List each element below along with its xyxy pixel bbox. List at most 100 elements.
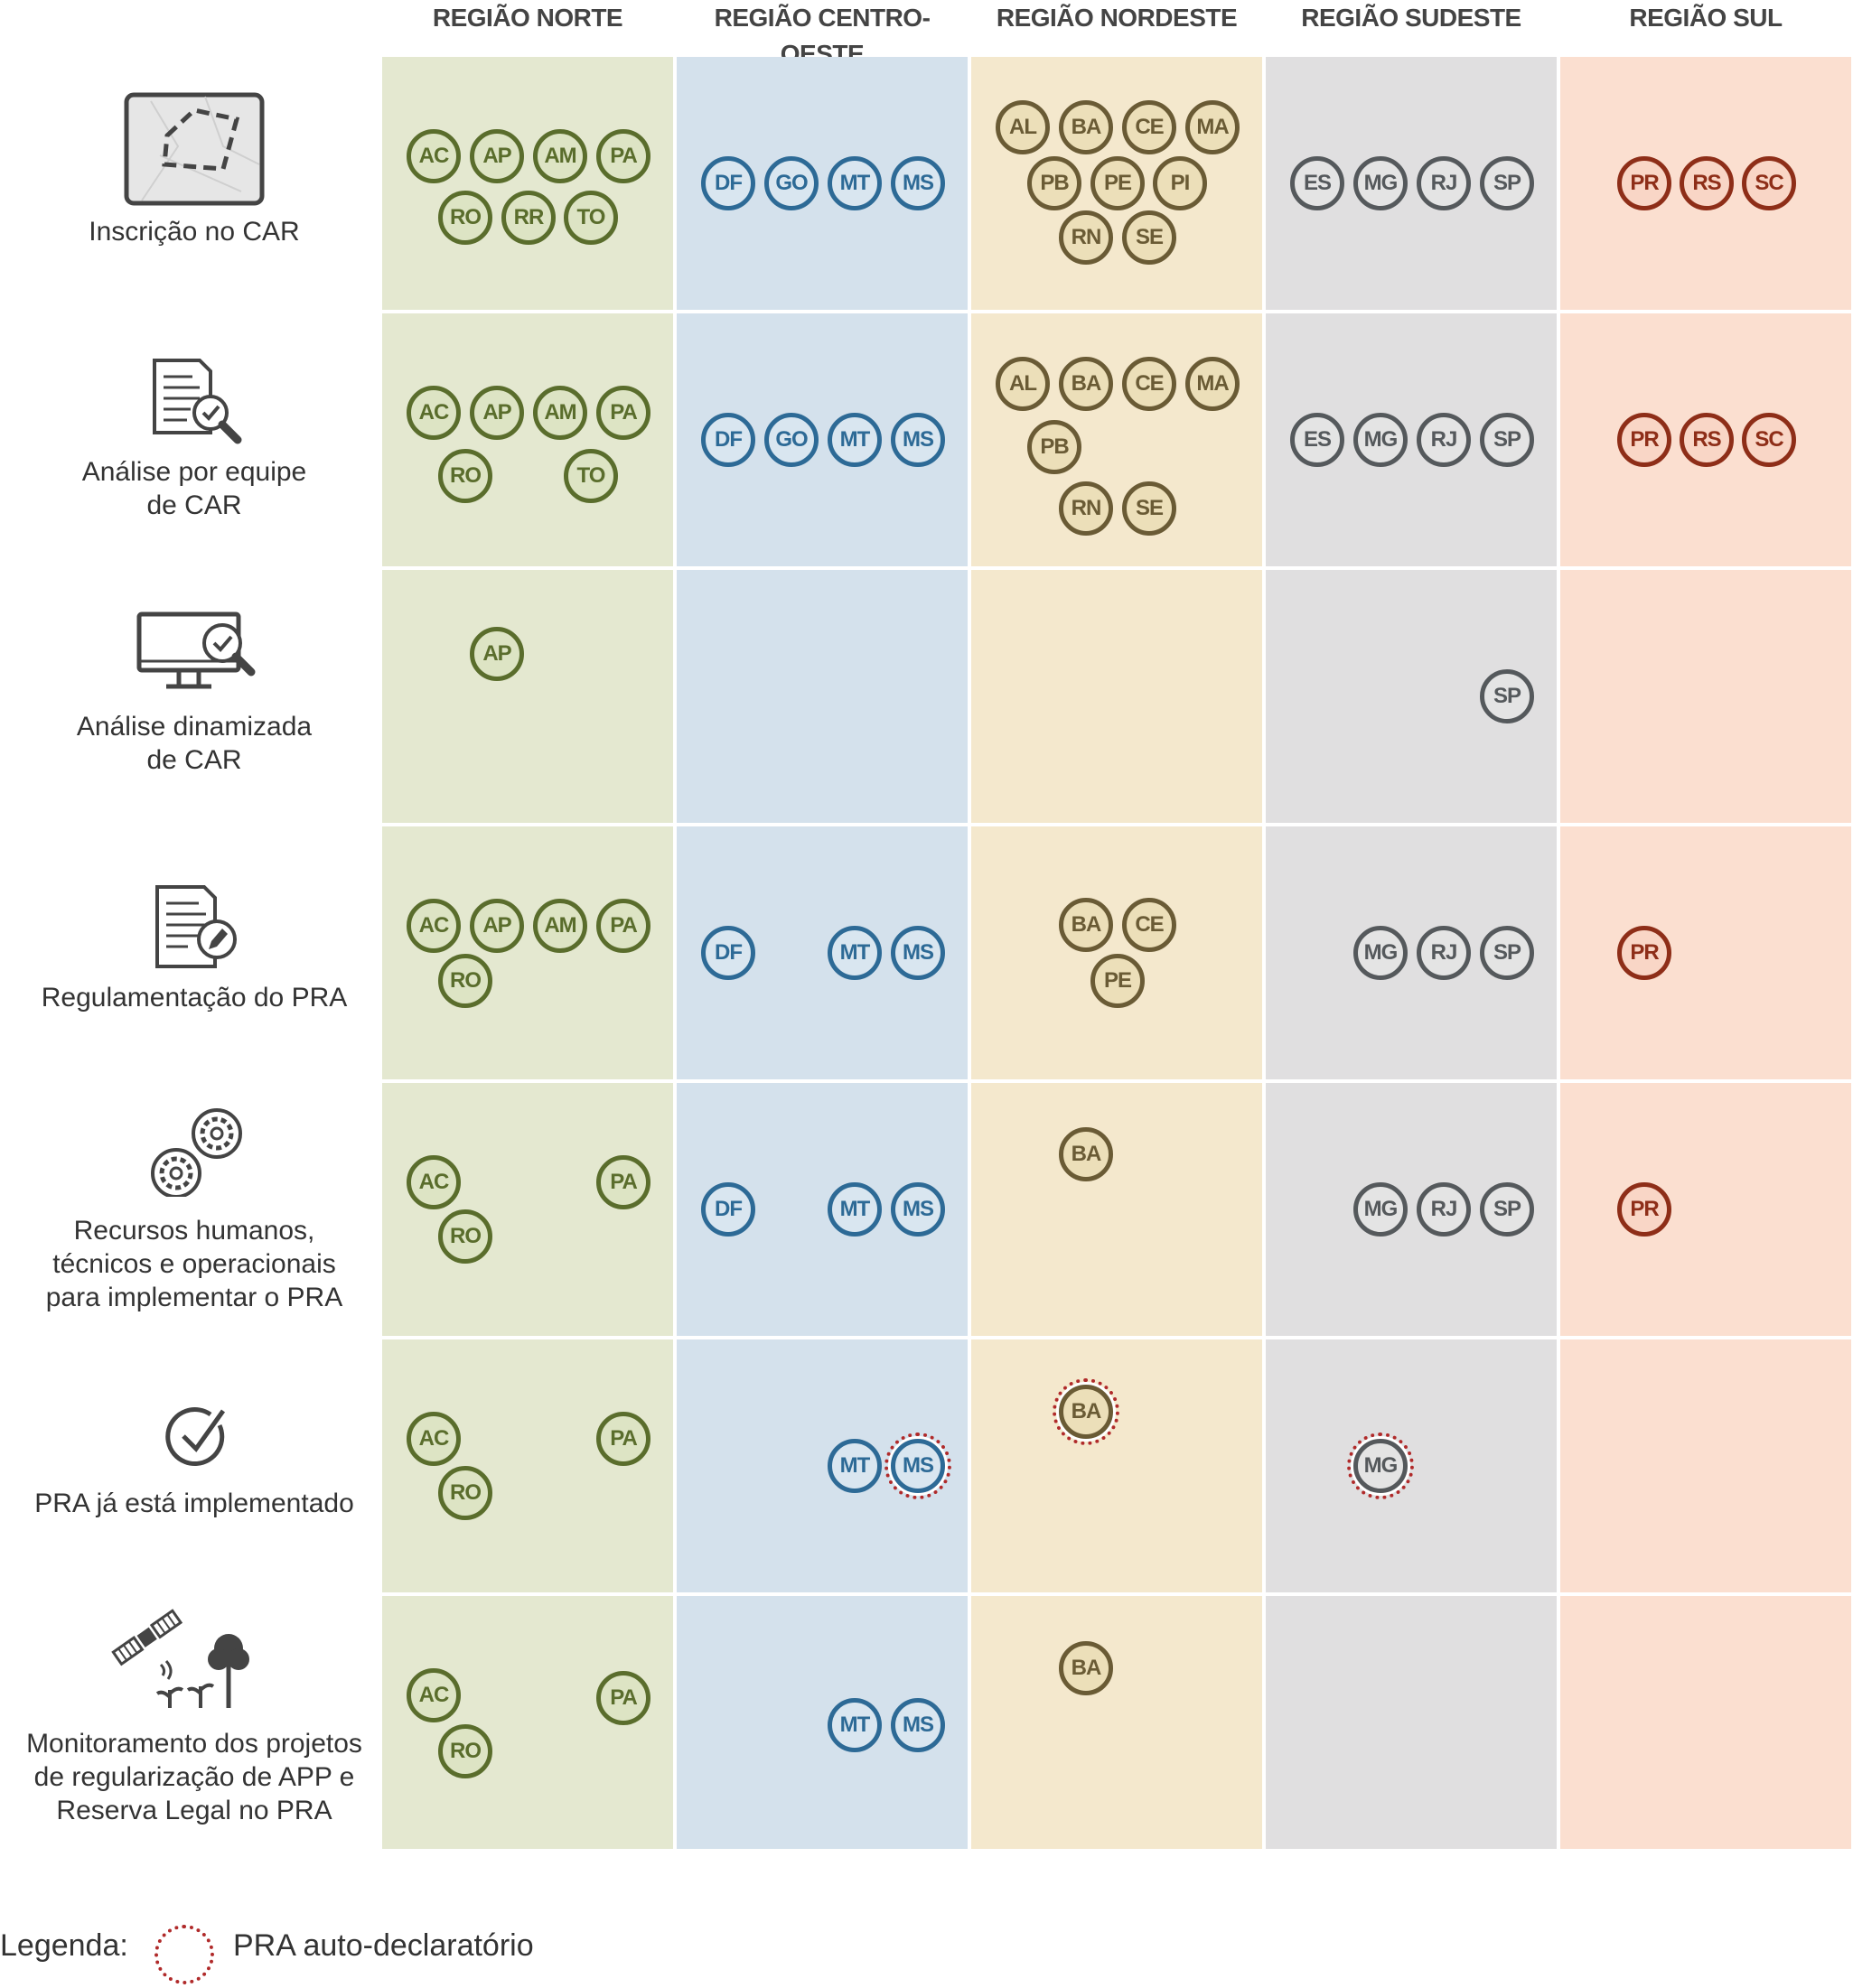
cell-sudeste bbox=[1266, 1339, 1557, 1592]
state-badge-rj: RJ bbox=[1417, 1182, 1471, 1237]
state-badge-mg: MG bbox=[1353, 1182, 1408, 1237]
state-badge-mt: MT bbox=[828, 926, 882, 980]
map-area-icon bbox=[124, 92, 265, 206]
state-badge-ro: RO bbox=[438, 191, 492, 245]
state-badge-ms: MS bbox=[891, 156, 945, 210]
document-magnifier-icon bbox=[153, 359, 242, 444]
state-badge-pb: PB bbox=[1027, 156, 1081, 210]
state-badge-ac: AC bbox=[407, 1155, 461, 1209]
state-badge-to: TO bbox=[564, 449, 618, 503]
document-pen-icon bbox=[155, 885, 237, 968]
row-label: Análise dinamizada de CAR bbox=[76, 712, 313, 775]
state-badge-se: SE bbox=[1122, 210, 1176, 265]
state-badge-ce: CE bbox=[1122, 898, 1176, 952]
state-badge-am: AM bbox=[533, 386, 587, 440]
state-badge-es: ES bbox=[1290, 156, 1344, 210]
state-badge-ro: RO bbox=[438, 1724, 492, 1778]
state-badge-rj: RJ bbox=[1417, 926, 1471, 980]
state-badge-ap: AP bbox=[470, 627, 524, 681]
state-badge-ba: BA bbox=[1059, 898, 1113, 952]
row-label: Análise por equipe de CAR bbox=[81, 457, 307, 520]
state-badge-ro: RO bbox=[438, 449, 492, 503]
state-badge-mt: MT bbox=[828, 1182, 882, 1237]
state-badge-al: AL bbox=[996, 100, 1050, 154]
state-badge-to: TO bbox=[564, 191, 618, 245]
cell-norte bbox=[382, 313, 673, 566]
state-badge-pe: PE bbox=[1090, 156, 1145, 210]
state-badge-rs: RS bbox=[1680, 413, 1734, 467]
state-badge-al: AL bbox=[996, 357, 1050, 411]
state-badge-ac: AC bbox=[407, 1412, 461, 1466]
state-badge-mt: MT bbox=[828, 413, 882, 467]
state-badge-ap: AP bbox=[470, 899, 524, 953]
state-badge-ms: MS bbox=[891, 413, 945, 467]
state-badge-am: AM bbox=[533, 129, 587, 183]
region-header-sudeste: REGIÃO SUDESTE bbox=[1301, 4, 1521, 32]
cell-nordeste bbox=[971, 1083, 1262, 1336]
state-badge-ma: MA bbox=[1185, 100, 1240, 154]
state-badge-am: AM bbox=[533, 899, 587, 953]
state-badge-df: DF bbox=[701, 156, 755, 210]
state-badge-pr: PR bbox=[1617, 156, 1671, 210]
cell-nordeste bbox=[971, 1339, 1262, 1592]
state-badge-mt: MT bbox=[828, 156, 882, 210]
gears-icon bbox=[151, 1108, 242, 1197]
state-badge-sc: SC bbox=[1742, 156, 1796, 210]
cell-sul bbox=[1560, 1339, 1851, 1592]
cell-nordeste bbox=[971, 570, 1262, 823]
state-badge-rr: RR bbox=[501, 191, 556, 245]
cell-norte bbox=[382, 57, 673, 310]
state-badge-mg: MG bbox=[1353, 413, 1408, 467]
monitor-magnifier-icon bbox=[136, 611, 256, 689]
cell-nordeste bbox=[971, 313, 1262, 566]
state-badge-sp: SP bbox=[1480, 926, 1534, 980]
state-badge-ms: MS bbox=[891, 1182, 945, 1237]
state-badge-ro: RO bbox=[438, 1209, 492, 1264]
state-badge-rn: RN bbox=[1059, 210, 1113, 265]
state-badge-pr: PR bbox=[1617, 926, 1671, 980]
row-label: PRA já está implementado bbox=[34, 1489, 354, 1518]
state-badge-sp: SP bbox=[1480, 156, 1534, 210]
state-badge-ac: AC bbox=[407, 899, 461, 953]
legend-label: Legenda: bbox=[0, 1928, 128, 1963]
checkmark-circle-icon bbox=[165, 1407, 226, 1467]
state-badge-pa: PA bbox=[596, 386, 650, 440]
state-badge-se: SE bbox=[1122, 481, 1176, 536]
state-badge-pa: PA bbox=[596, 129, 650, 183]
state-badge-df: DF bbox=[701, 926, 755, 980]
cell-sul bbox=[1560, 826, 1851, 1079]
cell-nordeste bbox=[971, 826, 1262, 1079]
state-badge-go: GO bbox=[764, 413, 819, 467]
state-badge-pa: PA bbox=[596, 1671, 650, 1725]
state-badge-es: ES bbox=[1290, 413, 1344, 467]
state-badge-ap: AP bbox=[470, 129, 524, 183]
cell-norte bbox=[382, 570, 673, 823]
state-badge-mt: MT bbox=[828, 1439, 882, 1493]
region-header-sul: REGIÃO SUL bbox=[1629, 4, 1783, 32]
region-header-centro: REGIÃO CENTRO-OESTE bbox=[714, 4, 931, 68]
state-badge-sp: SP bbox=[1480, 1182, 1534, 1237]
state-badge-ba: BA bbox=[1059, 357, 1113, 411]
state-badge-rn: RN bbox=[1059, 481, 1113, 536]
cell-nordeste bbox=[971, 1596, 1262, 1849]
state-badge-rj: RJ bbox=[1417, 156, 1471, 210]
state-badge-ac: AC bbox=[407, 129, 461, 183]
state-badge-ba: BA bbox=[1053, 1378, 1119, 1445]
state-badge-ms: MS bbox=[891, 1698, 945, 1752]
state-badge-ce: CE bbox=[1122, 357, 1176, 411]
state-badge-sp: SP bbox=[1480, 413, 1534, 467]
state-badge-ap: AP bbox=[470, 386, 524, 440]
cell-sudeste bbox=[1266, 1596, 1557, 1849]
region-header-norte: REGIÃO NORTE bbox=[432, 4, 623, 32]
cell-sul bbox=[1560, 1596, 1851, 1849]
state-badge-ms: MS bbox=[891, 926, 945, 980]
state-badge-rj: RJ bbox=[1417, 413, 1471, 467]
state-badge-sc: SC bbox=[1742, 413, 1796, 467]
state-badge-ro: RO bbox=[438, 954, 492, 1008]
state-badge-mg: MG bbox=[1353, 156, 1408, 210]
row-label: Inscrição no CAR bbox=[89, 217, 300, 247]
row-label: Monitoramento dos projetos de regulariza… bbox=[26, 1729, 362, 1825]
legend-self-declared-marker bbox=[154, 1925, 214, 1984]
state-badge-go: GO bbox=[764, 156, 819, 210]
state-badge-pa: PA bbox=[596, 899, 650, 953]
